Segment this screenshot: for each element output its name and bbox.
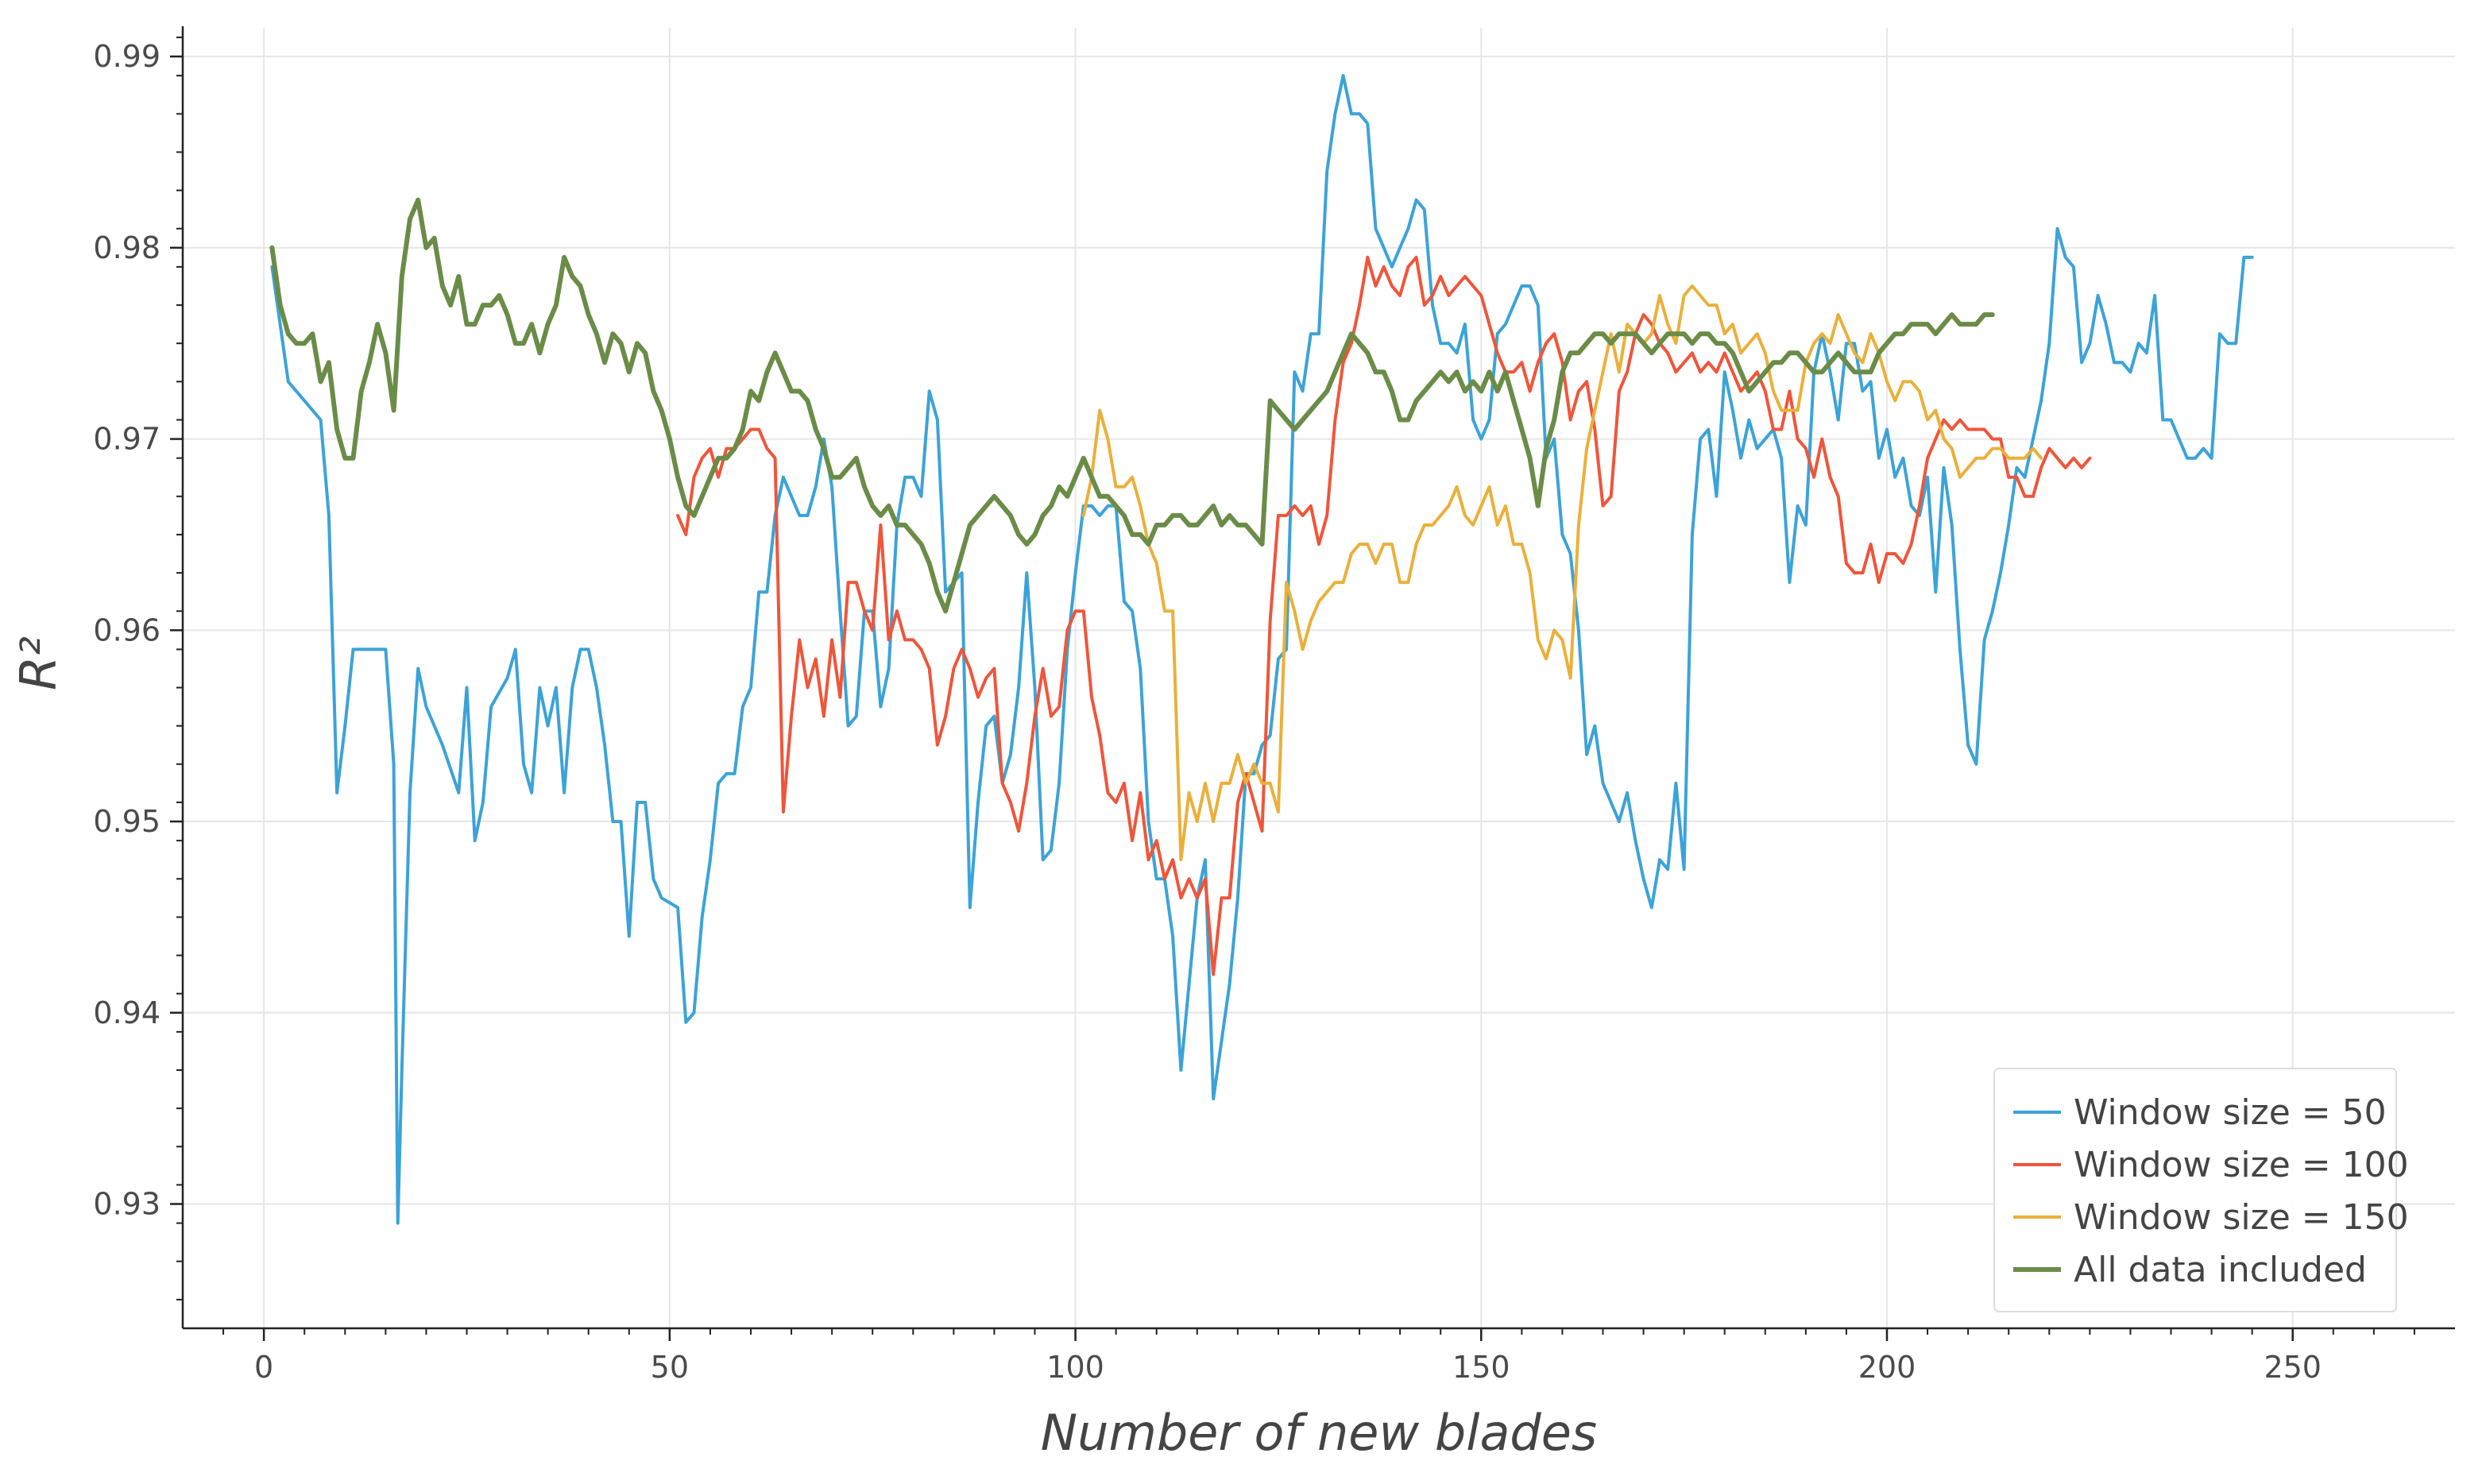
x-tick-label: 0 [254,1350,273,1385]
y-tick-label: 0.93 [93,1187,160,1222]
y-tick-label: 0.99 [93,39,160,74]
x-tick-label: 200 [1858,1350,1916,1385]
y-tick-label: 0.94 [93,995,160,1030]
legend-entry-label: All data included [2074,1250,2367,1290]
series-line-2 [676,255,2092,976]
x-axis-title: Number of new blades [1041,1404,1597,1462]
x-tick-label: 250 [2264,1350,2322,1385]
y-axis-title: R² [10,636,68,690]
x-tick-label: 50 [651,1350,689,1385]
y-tick-label: 0.95 [93,804,160,839]
series-line-4 [269,197,1995,614]
legend-entry-label: Window size = 100 [2074,1145,2409,1185]
legend-entry-label: Window size = 150 [2074,1197,2409,1238]
x-tick-label: 150 [1452,1350,1510,1385]
legend-entry-label: Window size = 50 [2074,1092,2387,1133]
y-tick-label: 0.98 [93,230,160,265]
series-line-1 [270,74,2254,1225]
legend-box [1993,1068,2397,1312]
series-layer [269,74,2254,1225]
x-tick-label: 100 [1046,1350,1104,1385]
tick-marks: 0 50 100 150 200 250 0.93 0.94 0.95 0.96 0.97 0.98 0… [93,37,2415,1385]
y-tick-label: 0.96 [93,613,160,647]
series-line-3 [1081,284,2043,862]
legend: Window size = 50 Window size = 100 Window … [1993,1068,2409,1312]
grid-lines [183,28,2455,1328]
y-tick-label: 0.97 [93,422,160,457]
